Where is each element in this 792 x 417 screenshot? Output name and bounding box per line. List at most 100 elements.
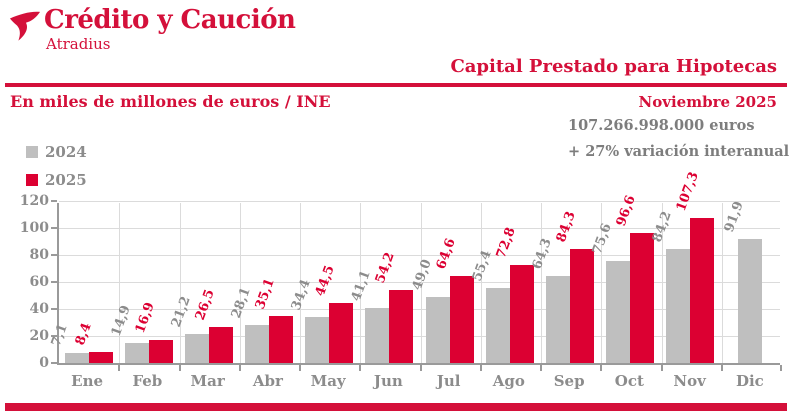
bar-value-label: 16,9 <box>132 300 158 336</box>
bar-value-label: 91,9 <box>721 199 747 235</box>
bar-group: 41,1 54,2 <box>349 203 419 363</box>
gridline-v <box>180 203 181 363</box>
x-axis-tick <box>359 365 361 371</box>
x-axis-label: Dic <box>735 372 764 390</box>
gridline-v <box>360 203 361 363</box>
bar-group: 84,2 107,3 <box>650 170 720 363</box>
bar-2025: 107,3 <box>674 170 714 363</box>
gridline-h <box>59 282 780 283</box>
gridline-v <box>240 203 241 363</box>
bar-value-label: 84,3 <box>553 209 579 245</box>
x-axis-tick <box>299 365 301 371</box>
stat-amount: 107.266.998.000 euros <box>568 117 755 134</box>
x-axis-label: Ene <box>71 372 104 390</box>
x-axis-tick <box>118 365 120 371</box>
x-axis-label: Ago <box>492 372 525 390</box>
bar-2024: 91,9 <box>722 199 762 363</box>
x-axis-label: May <box>310 372 346 390</box>
bar-value-label: 54,2 <box>373 250 399 286</box>
y-axis-label: 100 <box>19 220 49 236</box>
x-axis-tick <box>420 365 422 371</box>
bar-2025: 35,1 <box>253 276 294 363</box>
bar-group: 49,0 64,6 <box>409 203 479 363</box>
gridline-h <box>59 228 780 229</box>
x-axis-label: Abr <box>252 372 283 390</box>
y-axis-tick <box>51 227 57 229</box>
bar-value-label: 35,1 <box>253 276 279 311</box>
x-axis-labels: Ene Feb Mar Abr May Jun Jul Ago Sep Oct Nov Dic <box>57 372 780 390</box>
bar-value-label: 26,5 <box>193 287 218 323</box>
bar-value-label: 7,1 <box>48 322 71 349</box>
bird-icon <box>9 11 41 41</box>
legend-item: 2025 <box>26 166 87 194</box>
y-axis-tick <box>51 200 57 202</box>
bar-2025: 16,9 <box>133 301 174 363</box>
bar-value-label: 8,4 <box>72 320 95 348</box>
stats-block: 107.266.998.000 euros + 27% variación in… <box>568 117 790 170</box>
gridline-v <box>541 203 542 363</box>
bar-group: 28,1 35,1 <box>229 203 299 363</box>
x-axis-tick <box>480 365 482 371</box>
gridline-h <box>59 309 780 310</box>
legend: 2024 2025 <box>26 138 87 194</box>
bar-2025: 8,4 <box>73 321 114 363</box>
bar-group: 64,3 84,3 <box>530 203 600 363</box>
bar-2024: 64,3 <box>530 237 570 363</box>
x-axis-tick <box>600 365 602 371</box>
y-axis-tick <box>51 254 57 256</box>
brand-subname: Atradius <box>46 35 111 53</box>
legend-label: 2024 <box>45 143 87 161</box>
y-axis-label: 80 <box>29 247 49 263</box>
x-axis-label: Mar <box>190 372 225 390</box>
bar-value-label: 107,3 <box>673 170 702 214</box>
header-divider <box>5 83 787 87</box>
gridline-h <box>59 336 780 337</box>
gridline-v <box>119 203 120 363</box>
gridline-h <box>59 255 780 256</box>
x-axis-label: Oct <box>614 372 644 390</box>
x-axis-label: Nov <box>673 372 706 390</box>
gridline-v <box>300 203 301 363</box>
y-axis-tick <box>51 281 57 283</box>
gridline-v <box>722 203 723 363</box>
brand-name: Crédito y Caución <box>44 5 296 35</box>
brand-logo: Crédito y Caución Atradius <box>9 5 296 53</box>
bar-value-label: 96,6 <box>613 193 639 228</box>
bar-value-label: 72,8 <box>493 225 519 261</box>
bar-2025: 64,6 <box>433 236 474 363</box>
bar-2024: 34,4 <box>289 277 330 363</box>
bar-group: 21,2 26,5 <box>169 203 239 363</box>
bar-2025: 54,2 <box>373 250 414 363</box>
legend-swatch-2025 <box>26 174 38 186</box>
x-axis-label: Jul <box>436 372 461 390</box>
brand-text: Crédito y Caución Atradius <box>44 5 296 53</box>
y-axis-label: 0 <box>39 355 49 371</box>
gridline-v <box>601 203 602 363</box>
bar-2024: 14,9 <box>109 303 150 363</box>
x-axis-tick <box>780 365 782 371</box>
bar-2024: 49,0 <box>409 257 450 363</box>
legend-label: 2025 <box>45 171 87 189</box>
legend-item: 2024 <box>26 138 87 166</box>
x-axis-tick <box>239 365 241 371</box>
gridline-v <box>662 203 663 363</box>
bar-group: 34,4 44,5 <box>289 203 359 363</box>
bar-2024: 28,1 <box>229 286 270 363</box>
bar-2025: 84,3 <box>554 210 594 363</box>
gridline-v <box>421 203 422 363</box>
bar-group: 14,9 16,9 <box>109 203 179 363</box>
x-axis-tick <box>540 365 542 371</box>
bar-2024: 41,1 <box>349 268 390 363</box>
bar-2024: 84,2 <box>650 210 690 363</box>
bar-2024: 75,6 <box>590 221 630 363</box>
y-axis-label: 120 <box>19 193 49 209</box>
x-axis-tick <box>179 365 181 371</box>
bar-2025: 26,5 <box>193 288 234 363</box>
bar-value-label: 44,5 <box>313 263 339 299</box>
bar-2025: 96,6 <box>614 193 654 363</box>
bar-group: 55,4 72,8 <box>469 203 540 363</box>
y-axis-tick <box>51 335 57 337</box>
legend-swatch-2024 <box>26 146 38 158</box>
stat-variation: + 27% variación interanual <box>568 142 790 160</box>
